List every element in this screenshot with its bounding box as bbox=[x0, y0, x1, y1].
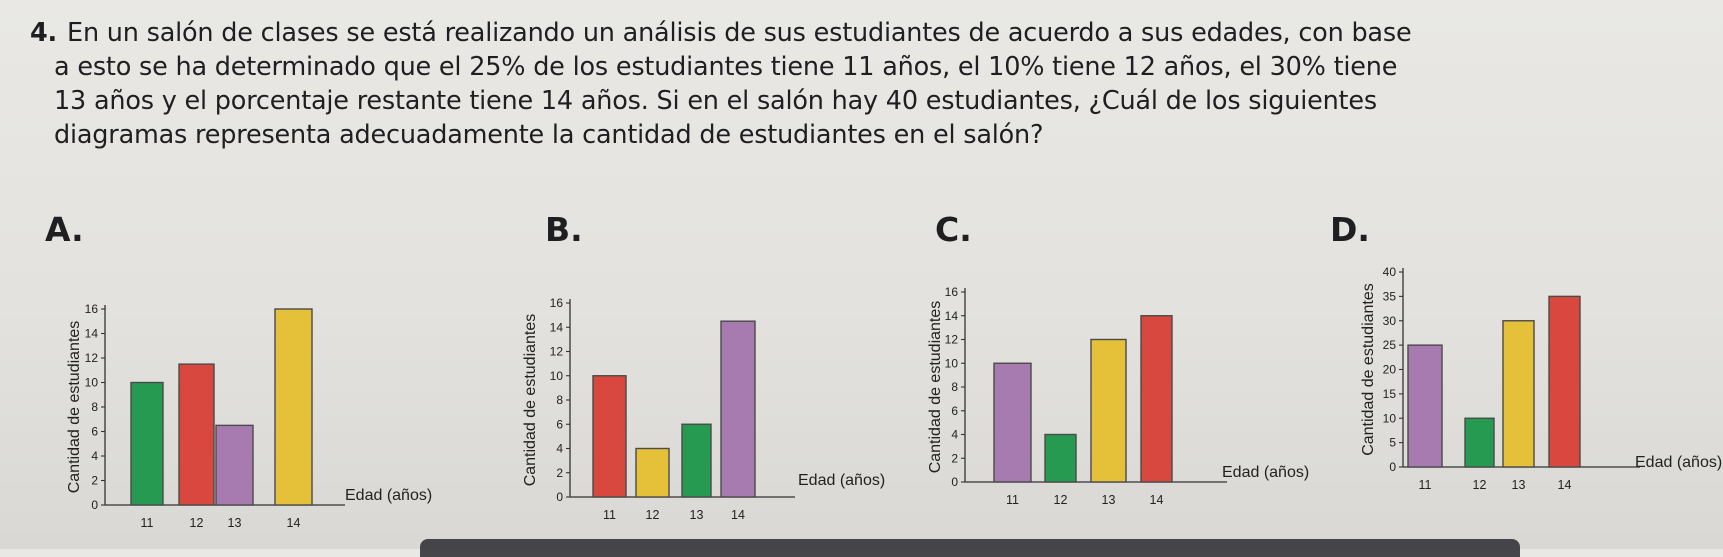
chart-b-x-axis-label: Edad (años) bbox=[798, 472, 885, 489]
chart-c-bar-12 bbox=[1044, 433, 1077, 483]
chart-a-y-tick-label: 10 bbox=[85, 376, 99, 390]
chart-d-y-tick-label: 25 bbox=[1383, 338, 1397, 352]
question-line-3: 13 años y el porcentaje restante tiene 1… bbox=[54, 86, 1377, 116]
chart-b-y-tick-label: 0 bbox=[556, 490, 563, 504]
chart-c-y-tick-label: 6 bbox=[951, 404, 958, 418]
chart-a-y-tick-label: 4 bbox=[91, 449, 98, 463]
chart-d-y-tick-label: 20 bbox=[1383, 363, 1397, 377]
chart-c-y-axis-label: Cantidad de estudiantes bbox=[927, 301, 944, 474]
chart-b-bar-13 bbox=[681, 423, 712, 498]
chart-b-y-tick-label: 14 bbox=[550, 320, 564, 334]
chart-c-bar-13 bbox=[1090, 338, 1127, 483]
question-number: 4. bbox=[30, 18, 58, 48]
chart-d-y-tick-label: 30 bbox=[1383, 314, 1397, 328]
chart-d-x-tick-label: 14 bbox=[1558, 478, 1572, 492]
chart-c-x-axis-label: Edad (años) bbox=[1222, 464, 1309, 481]
chart-a-bar-13 bbox=[215, 424, 254, 506]
chart-b-y-tick-label: 12 bbox=[550, 345, 564, 359]
chart-d-y-tick-label: 15 bbox=[1383, 387, 1397, 401]
question-line-1: 4. En un salón de clases se está realizan… bbox=[30, 18, 1412, 48]
chart-d-bar-13 bbox=[1502, 320, 1535, 468]
chart-c-y-tick-label: 10 bbox=[945, 356, 959, 370]
chart-b-y-tick-label: 4 bbox=[556, 442, 563, 456]
chart-d-y-axis-label: Cantidad de estudiantes bbox=[1360, 283, 1377, 456]
chart-c-y-tick-label: 16 bbox=[945, 285, 959, 299]
chart-d-bar-12 bbox=[1464, 417, 1495, 468]
chart-a-x-axis-label: Edad (años) bbox=[345, 487, 432, 504]
chart-c-bar-14 bbox=[1140, 315, 1173, 483]
chart-c-bar-11 bbox=[993, 362, 1032, 483]
chart-b-bar-12 bbox=[635, 447, 670, 498]
chart-a-y-tick-label: 0 bbox=[91, 498, 98, 512]
chart-a-x-tick-label: 11 bbox=[141, 516, 154, 530]
chart-d-bar-11 bbox=[1407, 344, 1443, 468]
chart-b-x-tick-label: 12 bbox=[646, 508, 660, 522]
chart-b-x-tick-label: 13 bbox=[690, 508, 704, 522]
chart-b-y-axis-label: Cantidad de estudiantes bbox=[522, 314, 539, 487]
chart-a-y-tick-label: 14 bbox=[85, 327, 99, 341]
chart-b-x-tick-label: 14 bbox=[731, 508, 745, 522]
option-b-label[interactable]: B. bbox=[545, 210, 583, 249]
chart-b-y-tick-label: 16 bbox=[550, 296, 564, 310]
chart-c-x-tick-label: 13 bbox=[1102, 493, 1116, 507]
chart-d-x-tick-label: 13 bbox=[1512, 478, 1526, 492]
chart-c-x-tick-label: 12 bbox=[1054, 493, 1068, 507]
option-d-label[interactable]: D. bbox=[1330, 210, 1370, 249]
chart-c-y-tick-label: 8 bbox=[951, 380, 958, 394]
chart-c-y-tick-label: 2 bbox=[951, 451, 958, 465]
chart-a-y-tick-label: 6 bbox=[91, 425, 98, 439]
chart-c-y-tick-label: 4 bbox=[951, 428, 958, 442]
chart-a-bar-12 bbox=[178, 363, 215, 506]
chart-a-bar-11 bbox=[130, 381, 164, 506]
chart-c-y-tick-label: 14 bbox=[945, 309, 959, 323]
chart-d-y-tick-label: 0 bbox=[1389, 460, 1396, 474]
chart-a-y-tick-label: 8 bbox=[91, 400, 98, 414]
chart-d-x-axis-label: Edad (años) bbox=[1635, 454, 1722, 471]
chart-b-bar-11 bbox=[592, 375, 627, 498]
chart-d-y-tick-label: 5 bbox=[1389, 436, 1396, 450]
chart-a-x-tick-label: 14 bbox=[287, 516, 301, 530]
chart-c-x-tick-label: 11 bbox=[1006, 493, 1019, 507]
chart-a-y-axis-label: Cantidad de estudiantes bbox=[66, 321, 83, 494]
chart-b-y-tick-label: 10 bbox=[550, 369, 564, 383]
option-c-label[interactable]: C. bbox=[935, 210, 972, 249]
option-a-label[interactable]: A. bbox=[45, 210, 84, 249]
question-line-4: diagramas representa adecuadamente la ca… bbox=[54, 120, 1044, 150]
chart-d-x-tick-label: 11 bbox=[1419, 478, 1432, 492]
chart-a-bar-14 bbox=[274, 308, 313, 506]
chart-c-y-tick-label: 0 bbox=[951, 475, 958, 489]
chart-b-y-tick-label: 6 bbox=[556, 417, 563, 431]
question-line-2: a esto se ha determinado que el 25% de l… bbox=[54, 52, 1398, 82]
chart-d-y-tick-label: 40 bbox=[1383, 265, 1397, 279]
chart-b-x-tick-label: 11 bbox=[603, 508, 616, 522]
page-edge-shadow bbox=[420, 539, 1520, 557]
chart-a-y-tick-label: 12 bbox=[85, 351, 99, 365]
chart-a-y-tick-label: 2 bbox=[91, 474, 98, 488]
chart-b-y-tick-label: 8 bbox=[556, 393, 563, 407]
chart-d-y-tick-label: 10 bbox=[1383, 411, 1397, 425]
chart-c-x-tick-label: 14 bbox=[1150, 493, 1164, 507]
chart-c-y-tick-label: 12 bbox=[945, 333, 959, 347]
chart-d-x-tick-label: 12 bbox=[1473, 478, 1487, 492]
chart-a-x-tick-label: 13 bbox=[228, 516, 242, 530]
chart-a-y-tick-label: 16 bbox=[85, 302, 99, 316]
chart-a-x-tick-label: 12 bbox=[190, 516, 204, 530]
chart-d-y-tick-label: 35 bbox=[1383, 289, 1397, 303]
question-text: 4. En un salón de clases se está realizan… bbox=[30, 16, 1670, 152]
chart-b-bar-14 bbox=[720, 320, 756, 498]
chart-d-bar-14 bbox=[1548, 295, 1581, 468]
chart-b-y-tick-label: 2 bbox=[556, 466, 563, 480]
